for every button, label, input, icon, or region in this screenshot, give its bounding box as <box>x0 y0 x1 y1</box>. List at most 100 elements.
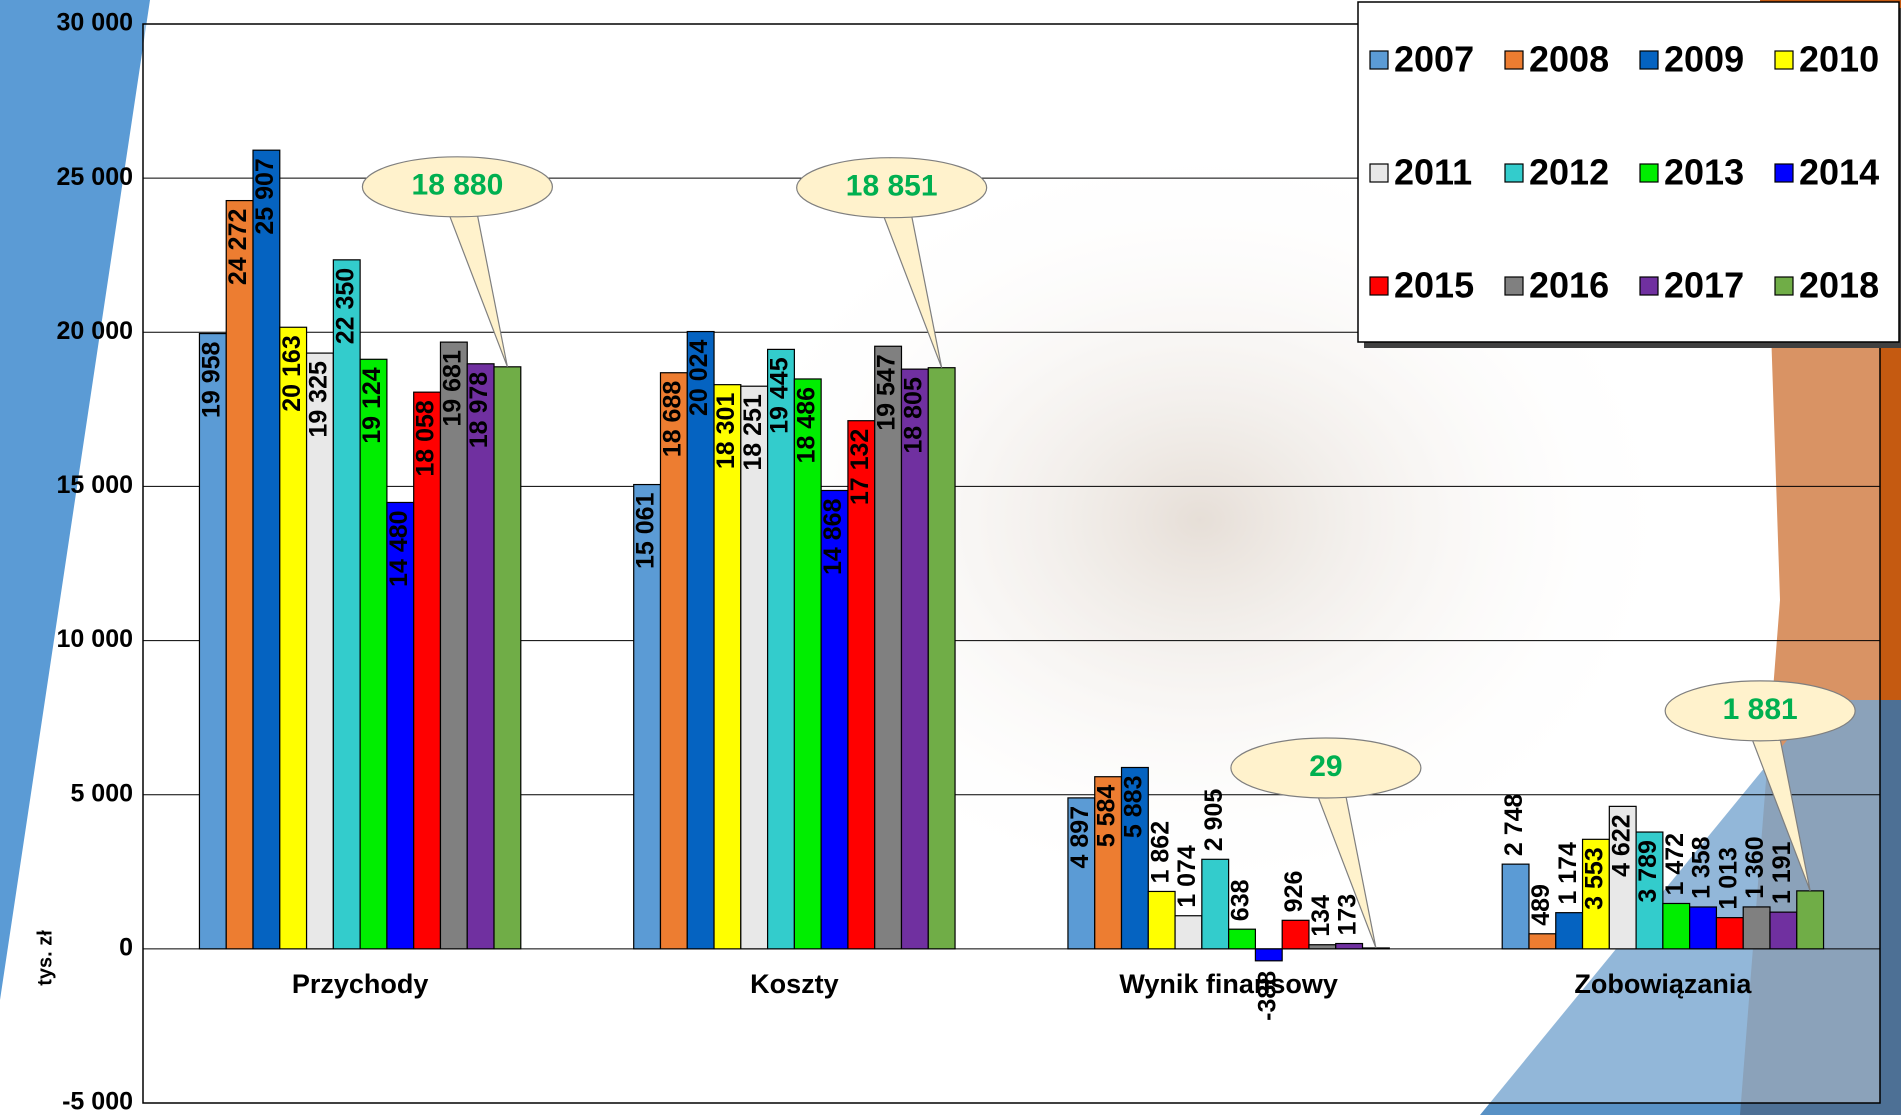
bar <box>820 489 849 950</box>
bar <box>1689 906 1718 950</box>
y-tick-label: 0 <box>119 933 133 961</box>
bar <box>439 341 468 950</box>
bar <box>1201 858 1230 950</box>
value-label: 19 445 <box>766 357 794 434</box>
value-label: 18 486 <box>792 387 820 463</box>
bar <box>1796 890 1825 950</box>
legend-swatch <box>1369 276 1389 296</box>
value-label: 173 <box>1334 894 1362 936</box>
value-label: 134 <box>1307 895 1335 937</box>
value-label: 18 251 <box>739 394 767 471</box>
value-label: 20 163 <box>278 335 306 411</box>
legend-label: 2007 <box>1394 39 1474 80</box>
x-tick-label: Wynik finansowy <box>1119 969 1338 999</box>
legend-swatch <box>1369 163 1389 183</box>
value-label: 638 <box>1227 879 1255 921</box>
value-label: -388 <box>1253 971 1281 1021</box>
legend-label: 2017 <box>1664 265 1744 306</box>
value-label: 18 301 <box>712 393 740 470</box>
value-label: 19 325 <box>305 361 333 438</box>
bar <box>1281 919 1310 950</box>
value-label: 18 805 <box>899 377 927 454</box>
bar <box>1608 805 1637 950</box>
value-label: 5 883 <box>1120 775 1148 838</box>
y-tick-label: 20 000 <box>57 317 133 345</box>
bar <box>659 372 688 950</box>
value-label: 18 978 <box>465 372 493 449</box>
bar <box>1635 831 1664 950</box>
bar <box>198 332 227 950</box>
legend-swatch <box>1504 276 1524 296</box>
legend <box>1357 1 1900 343</box>
bar <box>252 149 281 950</box>
callout-label: 1 881 <box>1723 693 1798 726</box>
bar <box>225 199 254 950</box>
decor-left <box>0 0 150 1000</box>
value-label: 18 688 <box>658 381 686 458</box>
callout <box>361 156 554 218</box>
value-label: 22 350 <box>331 268 359 344</box>
callout <box>1230 737 1422 799</box>
x-tick-label: Koszty <box>750 969 839 999</box>
bar <box>305 352 334 950</box>
y-tick-label: 5 000 <box>70 779 133 807</box>
y-tick-label: 30 000 <box>57 9 133 37</box>
bar <box>1067 797 1096 950</box>
value-label: 1 862 <box>1146 821 1174 884</box>
legend-label: 2018 <box>1799 265 1879 306</box>
bar <box>847 420 876 950</box>
value-label: 2 748 <box>1500 793 1528 856</box>
value-label: 24 272 <box>224 209 252 285</box>
value-label: 25 907 <box>251 158 279 234</box>
bar <box>900 368 929 950</box>
legend-swatch <box>1639 276 1659 296</box>
bar <box>1308 944 1337 950</box>
bar <box>874 345 903 950</box>
bar <box>1147 890 1176 950</box>
y-tick-label: 15 000 <box>57 471 133 499</box>
callout <box>796 157 988 219</box>
bar <box>359 358 388 950</box>
legend-label: 2011 <box>1394 152 1472 193</box>
bar <box>386 501 415 950</box>
legend-swatch <box>1774 163 1794 183</box>
bar <box>1769 911 1798 950</box>
value-label: 4 897 <box>1066 806 1094 869</box>
callout-label: 29 <box>1309 750 1342 783</box>
y-tick-label: 10 000 <box>57 625 133 653</box>
value-label: 489 <box>1527 884 1555 926</box>
value-label: 17 132 <box>846 429 874 505</box>
value-label: 1 472 <box>1661 833 1689 896</box>
callout-label: 18 880 <box>412 169 504 202</box>
bar <box>1094 776 1123 950</box>
bar <box>1228 928 1257 950</box>
legend-swatch <box>1639 163 1659 183</box>
bar <box>1120 766 1149 950</box>
value-label: 3 553 <box>1581 847 1609 910</box>
legend-label: 2016 <box>1529 265 1609 306</box>
value-label: 15 061 <box>632 492 660 569</box>
value-label: 19 958 <box>197 341 225 418</box>
legend-swatch <box>1504 50 1524 70</box>
x-tick-label: Przychody <box>292 969 429 999</box>
value-label: 5 584 <box>1093 785 1121 848</box>
value-label: 14 480 <box>385 510 413 586</box>
value-label: 19 681 <box>438 350 466 427</box>
value-label: 926 <box>1280 871 1308 913</box>
bar <box>1528 933 1557 950</box>
x-tick-label: Zobowiązania <box>1574 969 1752 999</box>
bar <box>793 378 822 950</box>
legend-label: 2008 <box>1529 39 1609 80</box>
value-label: 19 547 <box>873 354 901 430</box>
legend-swatch <box>1774 276 1794 296</box>
bar <box>766 348 795 950</box>
value-label: 4 622 <box>1607 814 1635 877</box>
bar <box>686 330 715 950</box>
value-label: 3 789 <box>1634 840 1662 903</box>
legend-label: 2015 <box>1394 265 1474 306</box>
legend-swatch <box>1369 50 1389 70</box>
legend-swatch <box>1504 163 1524 183</box>
bar <box>493 366 522 950</box>
